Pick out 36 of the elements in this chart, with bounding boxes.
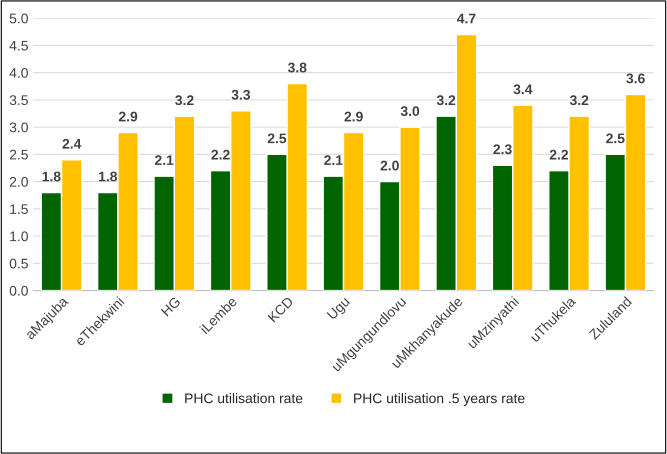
y-tick-label: 5.0: [10, 13, 28, 24]
y-tick-label: 3.0: [10, 122, 28, 132]
data-label: 2.2: [550, 150, 568, 160]
data-label: 3.2: [175, 95, 194, 106]
data-label: 3.8: [288, 62, 306, 72]
data-label: 3.2: [436, 95, 456, 106]
legend-label: PHC utilisation rate: [185, 393, 302, 404]
x-tick-label: HG: [160, 296, 181, 317]
data-label: 3.6: [626, 74, 645, 84]
data-label: 2.2: [211, 150, 230, 160]
data-label: 3.2: [570, 95, 588, 106]
data-label: 1.8: [42, 172, 61, 182]
data-label: 2.0: [380, 160, 399, 171]
data-label: 2.9: [344, 112, 363, 122]
y-tick-label: 2.0: [10, 176, 28, 187]
data-label: 2.3: [493, 144, 512, 154]
y-tick-label: 0.0: [10, 286, 28, 296]
data-label: 4.7: [456, 14, 476, 24]
y-tick-label: 2.5: [10, 150, 28, 160]
y-tick-label: 1.0: [10, 231, 28, 242]
legend-label: PHC utilisation .5 years rate: [354, 393, 525, 406]
data-label: 3.4: [513, 84, 532, 94]
data-label: 2.1: [324, 155, 343, 165]
data-label: 2.5: [268, 133, 286, 144]
data-label: 3.0: [400, 106, 420, 116]
data-label: 2.4: [62, 138, 82, 149]
data-label: 2.9: [118, 112, 138, 122]
y-tick-label: 0.5: [10, 258, 28, 268]
data-label: 1.8: [99, 172, 118, 182]
data-label: 2.1: [155, 155, 174, 165]
y-tick-label: 1.5: [10, 204, 28, 214]
data-label: 2.5: [606, 133, 625, 144]
y-tick-label: 4.5: [10, 40, 28, 51]
data-label: 3.3: [232, 90, 250, 100]
y-tick-label: 4.0: [10, 68, 28, 78]
y-tick-label: 3.5: [10, 95, 28, 106]
